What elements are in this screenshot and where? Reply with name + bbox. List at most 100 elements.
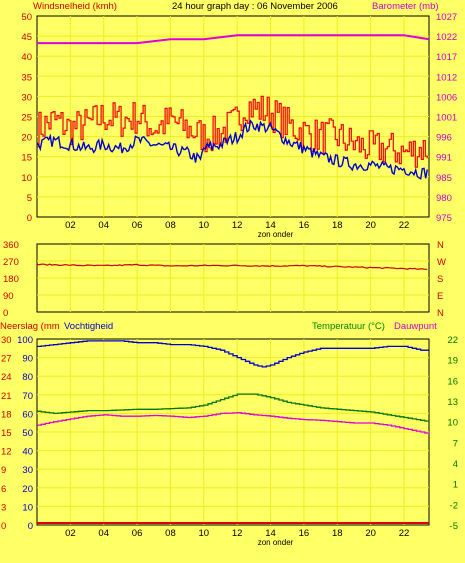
y-tick-label-right: 1 <box>453 480 458 491</box>
x-note: zon onder <box>258 538 294 547</box>
y-tick-label: 20 <box>21 133 32 144</box>
x-tick-label: 16 <box>299 220 310 231</box>
humidity-line <box>37 340 429 368</box>
y-tick-label-right: 1027 <box>436 12 457 23</box>
y-tick-label: 18 <box>1 409 12 420</box>
barometer-line <box>37 34 430 45</box>
x-tick-label: 04 <box>98 220 109 231</box>
y-tick-label-right: 1001 <box>436 113 457 124</box>
temperature-line <box>37 393 430 422</box>
y-tick-label: 70 <box>22 391 33 402</box>
y-tick-label: 27 <box>1 354 12 365</box>
x-tick-label: 20 <box>365 528 376 539</box>
y-tick-label: 80 <box>22 372 33 383</box>
y-tick-label-right: 16 <box>447 376 458 387</box>
x-tick-label: 16 <box>299 528 310 539</box>
y-tick-label: 15 <box>1 428 12 439</box>
x-tick-label: 18 <box>332 220 343 231</box>
x-tick-label: 18 <box>332 528 343 539</box>
y-tick-label: 270 <box>3 257 19 268</box>
y-tick-label: 0 <box>1 521 6 532</box>
y-tick-label: 0 <box>27 213 32 224</box>
y-tick-label-right: 1012 <box>436 72 457 83</box>
y-tick-label: 100 <box>17 335 33 346</box>
x-tick-label: 12 <box>232 220 243 231</box>
y-tick-label: 30 <box>1 335 12 346</box>
y-tick-label-right: 975 <box>436 213 452 224</box>
x-tick-label: 06 <box>132 220 143 231</box>
x-tick-label: 08 <box>165 528 176 539</box>
x-tick-label: 08 <box>165 220 176 231</box>
x-tick-label: 14 <box>265 528 276 539</box>
chart-title: 24 hour graph day : 06 November 2006 <box>172 1 338 12</box>
y-tick-label-right: 22 <box>447 335 458 346</box>
y-tick-label: 0 <box>3 308 8 319</box>
y-tick-label: 40 <box>21 52 32 63</box>
y-tick-label-right: E <box>437 291 443 302</box>
y-tick-label-right: N <box>437 240 444 251</box>
wind-direction-line <box>37 263 428 270</box>
y-tick-label-right: 7 <box>453 438 458 449</box>
y-tick-label: 0 <box>28 521 33 532</box>
x-tick-label: 10 <box>199 220 210 231</box>
x-tick-label: 12 <box>232 528 243 539</box>
y-tick-label: 21 <box>1 391 12 402</box>
y-tick-label-right: 1017 <box>436 52 457 63</box>
y-tick-label: 50 <box>22 428 33 439</box>
x-tick-label: 10 <box>199 528 210 539</box>
x-tick-label: 04 <box>98 528 109 539</box>
y-tick-label-right: 4 <box>453 459 458 470</box>
dewpoint-title: Dauwpunt <box>394 321 437 332</box>
x-tick-label: 06 <box>132 528 143 539</box>
x-tick-label: 22 <box>399 220 410 231</box>
y-tick-label: 10 <box>21 173 32 184</box>
y-tick-label-right: 13 <box>447 397 458 408</box>
temperature-title: Temperatuur (°C) <box>312 321 385 332</box>
y-tick-label: 30 <box>21 92 32 103</box>
y-tick-label: 3 <box>1 502 6 513</box>
y-tick-label-right: 19 <box>447 356 458 367</box>
y-tick-label: 9 <box>1 465 6 476</box>
y-tick-label-right: N <box>437 308 444 319</box>
y-tick-label-right: 996 <box>436 133 452 144</box>
y-tick-label: 5 <box>27 193 32 204</box>
y-tick-label-right: 1022 <box>436 32 457 43</box>
y-tick-label-right: W <box>437 257 446 268</box>
wind-average-line <box>36 119 428 180</box>
y-tick-label: 35 <box>21 72 32 83</box>
y-tick-label: 50 <box>21 12 32 23</box>
y-tick-label: 30 <box>22 465 33 476</box>
y-tick-label: 10 <box>22 502 33 513</box>
y-tick-label-right: 10 <box>447 418 458 429</box>
y-tick-label: 6 <box>1 484 6 495</box>
dewpoint-line <box>37 412 430 435</box>
y-tick-label-right: 1006 <box>436 92 457 103</box>
y-tick-label: 25 <box>21 113 32 124</box>
y-tick-label: 15 <box>21 153 32 164</box>
y-tick-label: 60 <box>22 409 33 420</box>
y-tick-label: 12 <box>1 447 12 458</box>
x-tick-label: 02 <box>65 528 76 539</box>
y-tick-label-right: -2 <box>450 500 458 511</box>
y-tick-label-right: 991 <box>436 153 452 164</box>
barometer-title: Barometer (mb) <box>372 1 439 12</box>
y-tick-label: 24 <box>1 372 12 383</box>
y-tick-label: 90 <box>22 354 33 365</box>
wind-gust-line <box>37 95 428 168</box>
y-tick-label: 40 <box>22 447 33 458</box>
x-note: zon onder <box>258 230 294 239</box>
y-tick-label: 180 <box>3 274 19 285</box>
humidity-title: Vochtigheid <box>64 321 113 332</box>
x-tick-label: 22 <box>399 528 410 539</box>
y-tick-label: 360 <box>3 240 19 251</box>
y-tick-label-right: 980 <box>436 193 452 204</box>
y-tick-label: 90 <box>3 291 14 302</box>
y-tick-label: 45 <box>21 32 32 43</box>
x-tick-label: 14 <box>265 220 276 231</box>
x-tick-label: 02 <box>65 220 76 231</box>
rain-title: Neerslag (mm <box>0 321 60 332</box>
y-tick-label-right: -5 <box>450 521 458 532</box>
y-tick-label-right: 985 <box>436 173 452 184</box>
y-tick-label-right: S <box>437 274 443 285</box>
